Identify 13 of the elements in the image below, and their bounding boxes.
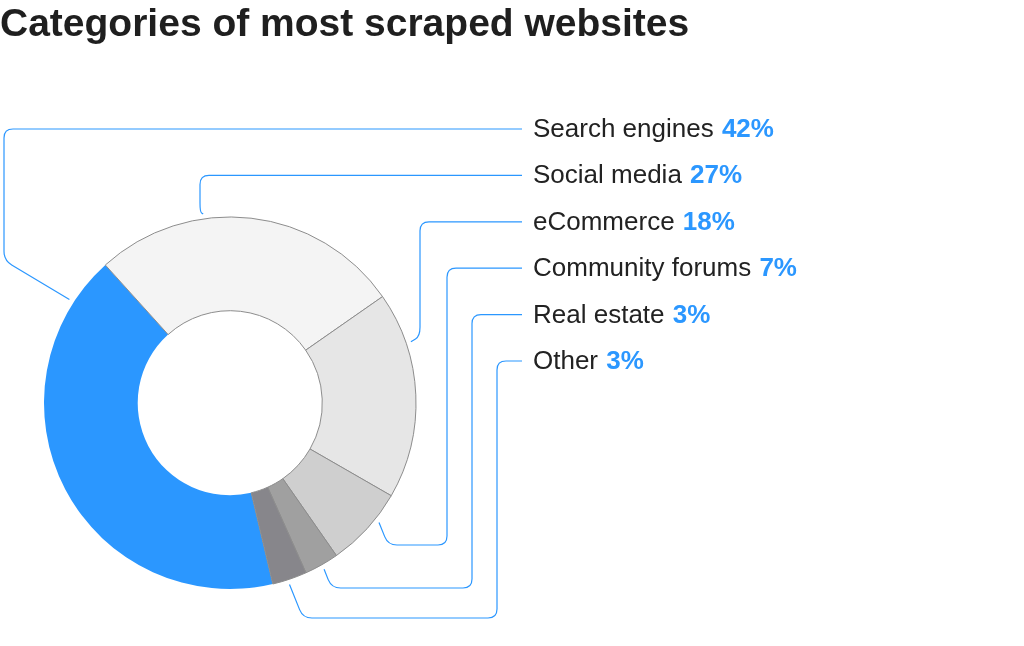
data-label: 27% (690, 159, 743, 190)
data-label: 18% (682, 205, 735, 236)
data-label: 3% (606, 345, 644, 375)
slice-label: Other (533, 345, 599, 375)
data-label: 7% (759, 252, 797, 283)
data-label: 42% (721, 113, 774, 143)
slice-label: eCommerce (533, 205, 675, 236)
slice-label: Search engines (533, 113, 714, 143)
slice-label: Social media (533, 159, 683, 190)
chart-title: Categories of most scraped websites (0, 1, 690, 44)
data-label: 3% (672, 298, 711, 329)
slice-label: Real estate (533, 298, 665, 329)
slice-label: Community forums (533, 252, 752, 283)
